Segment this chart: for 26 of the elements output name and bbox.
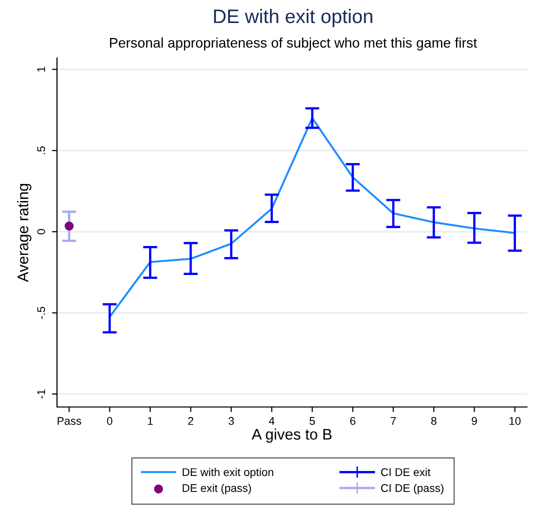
x-tick-label: 4 (268, 417, 275, 425)
x-tick-label: 1 (148, 417, 153, 425)
y-tick-label: 0 (37, 229, 46, 234)
y-axis-title: Average rating (17, 184, 32, 282)
chart-title: DE with exit option (214, 8, 372, 28)
x-tick-label: 0 (107, 417, 112, 425)
y-tick-label: .5 (37, 146, 46, 154)
x-tick-label: 2 (188, 417, 194, 425)
x-tick-label: 8 (431, 417, 436, 425)
x-tick-label: 3 (228, 417, 234, 425)
y-tick-label: -1 (37, 390, 45, 398)
x-tick-label: 9 (472, 417, 477, 425)
legend-label: DE with exit option (182, 468, 274, 478)
legend-label: DE exit (pass) (182, 484, 251, 494)
x-tick-label: Pass (58, 417, 82, 425)
y-tick-label: 1 (37, 66, 45, 72)
x-tick-label: 10 (510, 417, 521, 425)
x-tick-label: 7 (390, 417, 396, 425)
y-tick-label: -.5 (37, 306, 46, 319)
x-tick-label: 6 (350, 417, 356, 425)
text: CI DE (pass) (381, 484, 444, 494)
chart-subtitle: Personal appropriateness of subject who met this game first (110, 38, 478, 50)
line-series (108, 117, 516, 318)
text: CI DE exit (381, 468, 430, 476)
x-axis-title: A gives to B (252, 428, 332, 443)
x-tick-label: 5 (310, 417, 315, 425)
